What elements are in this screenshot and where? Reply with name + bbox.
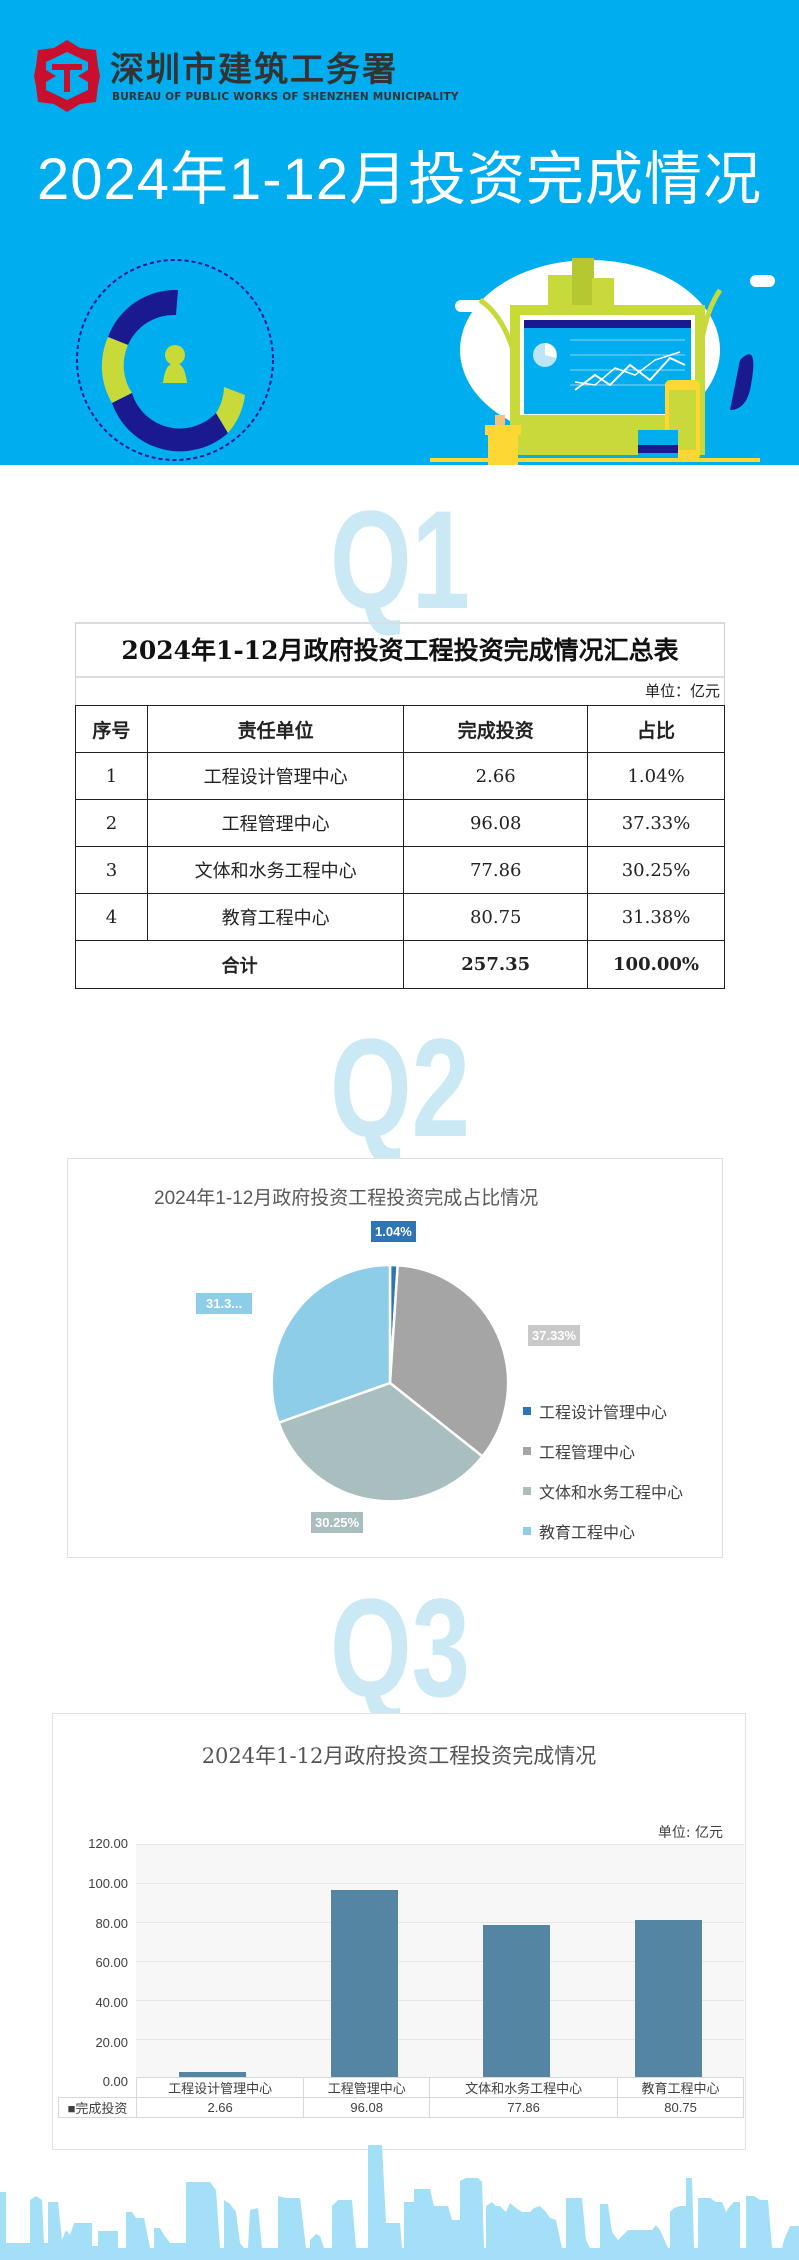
legend-swatch-icon	[523, 1407, 531, 1415]
cell-share: 30.25%	[587, 846, 725, 894]
header-banner: 深圳市建筑工务署 BUREAU OF PUBLIC WORKS OF SHENZ…	[0, 0, 799, 465]
table-row: 1 工程设计管理中心 2.66 1.04%	[75, 752, 725, 800]
cell-no: 2	[75, 799, 148, 847]
header-unit: 责任单位	[146, 705, 405, 753]
pie-chart	[270, 1263, 510, 1503]
bar-chart-title: 2024年1-12月政府投资工程投资完成情况	[201, 1744, 597, 1768]
table-row: 4 教育工程中心 80.75 31.38%	[75, 893, 725, 941]
bar-plot-area	[136, 1844, 744, 2077]
cell-share: 31.38%	[587, 893, 725, 941]
section-label-q1: Q1	[329, 481, 471, 638]
pie-label-culture-water: 30.25%	[311, 1512, 364, 1533]
legend-swatch-icon	[523, 1447, 531, 1455]
donut-person-illustration-icon	[76, 259, 274, 461]
y-tick: 60.00	[95, 1955, 128, 1970]
value-cell: 96.08	[303, 2097, 431, 2118]
legend-item: 工程管理中心	[523, 1431, 683, 1471]
section-label-q2: Q2	[329, 1009, 471, 1166]
pie-label-education: 31.3...	[196, 1293, 253, 1314]
category-label: 工程设计管理中心	[135, 2077, 305, 2098]
cell-unit: 工程设计管理中心	[146, 752, 405, 800]
category-label: 教育工程中心	[617, 2077, 744, 2098]
bar-chart-unit: 单位: 亿元	[657, 1825, 723, 1841]
data-table-value-row: ■完成投资 2.66 96.08 77.86 80.75	[58, 2097, 744, 2118]
header-no: 序号	[75, 705, 148, 753]
cell-no: 3	[75, 846, 148, 894]
cell-unit: 工程管理中心	[146, 799, 405, 847]
cell-investment: 96.08	[403, 799, 589, 847]
cell-investment: 80.75	[403, 893, 589, 941]
y-tick: 80.00	[95, 1916, 128, 1931]
section-label-q3: Q3	[329, 1569, 471, 1726]
pie-chart-panel: 2024年1-12月政府投资工程投资完成占比情况 1.04% 37.33% 30…	[67, 1158, 723, 1558]
cell-investment: 2.66	[403, 752, 589, 800]
y-tick: 20.00	[95, 2035, 128, 2050]
bureau-logo-icon	[34, 40, 100, 112]
legend-item: 教育工程中心	[523, 1511, 683, 1551]
summary-table-title: 2024年1-12月政府投资工程投资完成情况汇总表	[75, 622, 725, 678]
summary-table-panel: 2024年1-12月政府投资工程投资完成情况汇总表 单位：亿元 序号 责任单位 …	[74, 622, 725, 989]
city-skyline-decoration-icon	[0, 2145, 799, 2260]
cell-share: 1.04%	[587, 752, 725, 800]
org-name-cn: 深圳市建筑工务署	[110, 50, 398, 90]
value-cell: 77.86	[429, 2097, 619, 2118]
category-label: 工程管理中心	[303, 2077, 431, 2098]
pie-legend: 工程设计管理中心 工程管理中心 文体和水务工程中心 教育工程中心	[523, 1391, 683, 1551]
y-tick: 120.00	[88, 1836, 128, 1851]
table-header-row: 序号 责任单位 完成投资 占比	[75, 705, 725, 753]
table-row: 3 文体和水务工程中心 77.86 30.25%	[75, 846, 725, 894]
pie-label-engineering: 37.33%	[528, 1325, 581, 1346]
summary-table-unit: 单位：亿元	[75, 678, 725, 705]
total-label: 合计	[74, 940, 405, 989]
pie-slice-education-center	[270, 1263, 392, 1425]
cell-share: 37.33%	[587, 799, 725, 847]
computer-dashboard-illustration-icon	[430, 258, 775, 465]
bar-education-center	[635, 1919, 702, 2077]
page-title: 2024年1-12月投资完成情况	[36, 147, 763, 212]
header-investment: 完成投资	[403, 705, 589, 753]
total-investment: 257.35	[403, 940, 589, 989]
pie-label-design: 1.04%	[371, 1221, 416, 1242]
legend-swatch-icon	[523, 1487, 531, 1495]
cell-investment: 77.86	[403, 846, 589, 894]
bar-culture-water-center	[483, 1925, 550, 2077]
legend-item: 工程设计管理中心	[523, 1391, 683, 1431]
cell-unit: 文体和水务工程中心	[146, 846, 405, 894]
pie-slice-engineering-center	[388, 1263, 510, 1459]
summary-table: 序号 责任单位 完成投资 占比 1 工程设计管理中心 2.66 1.04% 2 …	[74, 705, 725, 989]
y-tick: 40.00	[95, 1995, 128, 2010]
value-cell: 80.75	[617, 2097, 744, 2118]
cell-unit: 教育工程中心	[146, 893, 405, 941]
table-row: 2 工程管理中心 96.08 37.33%	[75, 799, 725, 847]
bar-data-table: 工程设计管理中心 工程管理中心 文体和水务工程中心 教育工程中心 ■完成投资 2…	[58, 2077, 744, 2118]
table-total-row: 合计 257.35 100.00%	[74, 940, 725, 989]
total-share: 100.00%	[587, 940, 725, 989]
value-cell: 2.66	[135, 2097, 305, 2118]
pie-chart-title: 2024年1-12月政府投资工程投资完成占比情况	[154, 1188, 539, 1209]
header-share: 占比	[587, 705, 725, 753]
cell-no: 1	[75, 752, 148, 800]
category-label: 文体和水务工程中心	[429, 2077, 619, 2098]
org-name-en: BUREAU OF PUBLIC WORKS OF SHENZHEN MUNIC…	[112, 91, 459, 103]
legend-item: 文体和水务工程中心	[523, 1471, 683, 1511]
cell-no: 4	[75, 893, 148, 941]
y-tick: 100.00	[88, 1876, 128, 1891]
y-tick: 0.00	[102, 2074, 128, 2089]
bar-design-center	[179, 2071, 246, 2077]
pie-slice-culture-water-center	[277, 1381, 485, 1503]
bar-engineering-center	[331, 1889, 398, 2077]
data-table-category-row: 工程设计管理中心 工程管理中心 文体和水务工程中心 教育工程中心	[59, 2077, 744, 2098]
series-label: ■完成投资	[58, 2097, 137, 2118]
bar-chart-panel: 2024年1-12月政府投资工程投资完成情况 单位: 亿元 120.00 100…	[52, 1713, 746, 2150]
legend-swatch-icon	[523, 1527, 531, 1535]
